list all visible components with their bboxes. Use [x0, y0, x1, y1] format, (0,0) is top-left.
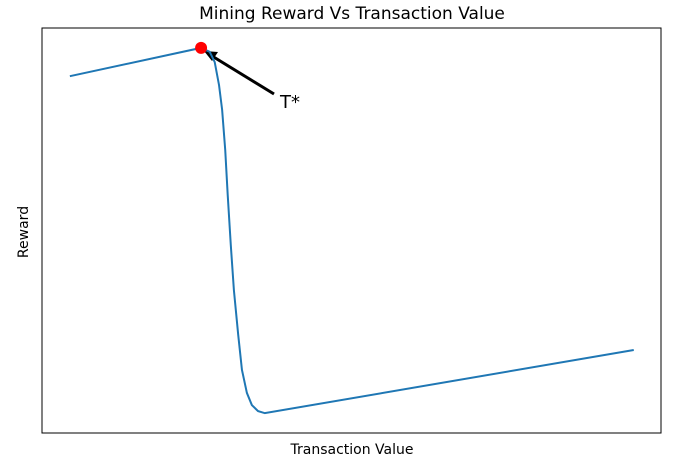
- chart-title: Mining Reward Vs Transaction Value: [199, 4, 505, 24]
- annotation-text: T*: [279, 92, 300, 113]
- y-axis-label: Reward: [16, 206, 32, 258]
- line-series: [69, 46, 634, 415]
- annotation-arrow: [211, 54, 275, 96]
- peak-marker: [195, 41, 208, 54]
- x-axis-label: Transaction Value: [290, 442, 414, 458]
- plot-frame: [41, 27, 662, 434]
